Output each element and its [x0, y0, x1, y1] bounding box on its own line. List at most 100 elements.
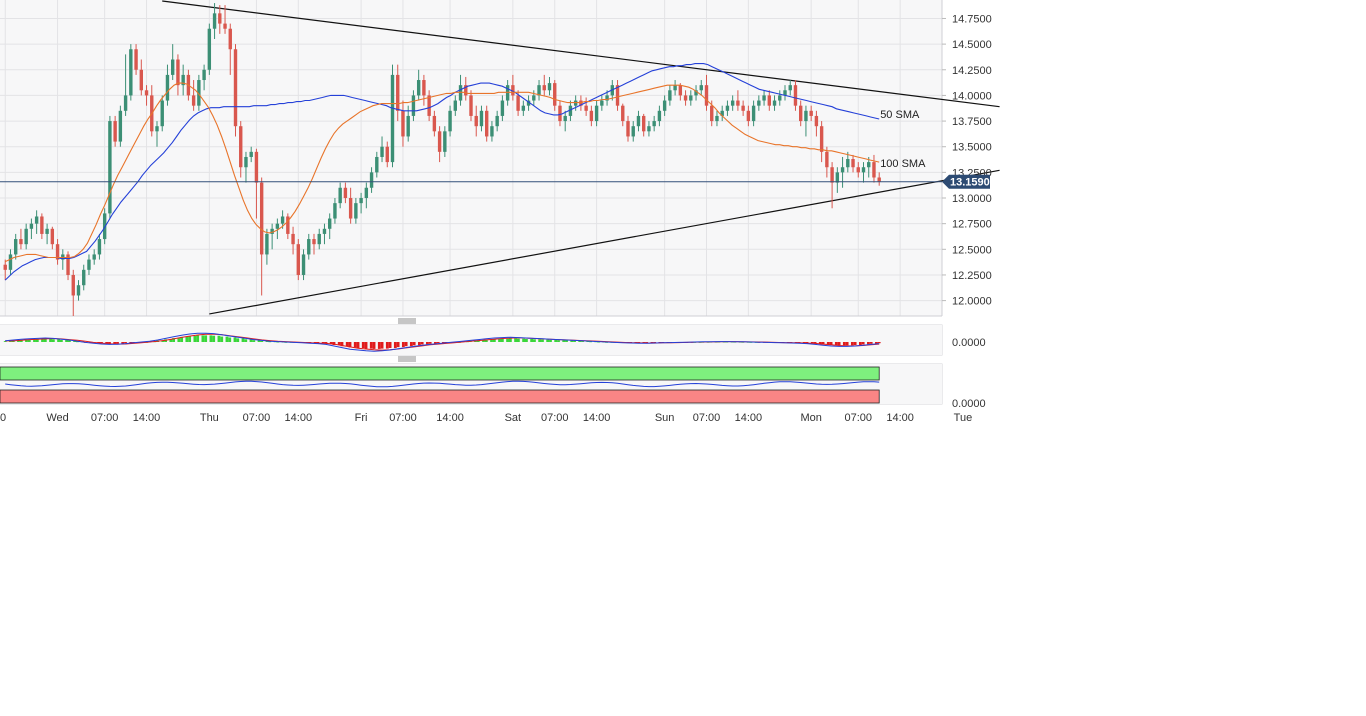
candle-body	[521, 105, 526, 111]
candle	[422, 74, 426, 106]
candle	[416, 69, 421, 101]
candle	[202, 64, 206, 91]
histogram-bar	[877, 342, 881, 344]
histogram-bar	[866, 342, 870, 345]
histogram-bar	[43, 339, 47, 342]
histogram-bar	[826, 342, 830, 345]
candle-body	[861, 167, 866, 173]
histogram-bar	[33, 339, 36, 342]
candle	[312, 233, 316, 255]
candle-body	[343, 187, 348, 199]
candle	[254, 148, 259, 219]
candle	[846, 151, 850, 173]
candle	[521, 100, 526, 116]
candle-body	[772, 100, 777, 106]
histogram-bar	[329, 342, 333, 344]
histogram-bar	[565, 340, 568, 342]
candle	[736, 90, 740, 111]
candle-body	[108, 121, 112, 214]
candle	[872, 154, 876, 183]
histogram-bar	[393, 342, 397, 348]
histogram-bar	[236, 338, 240, 342]
candle-body	[244, 156, 248, 168]
histogram-bar	[516, 338, 520, 342]
candle	[652, 115, 656, 132]
candle-body	[427, 95, 431, 116]
candle-body	[102, 213, 107, 240]
candle-body	[594, 105, 599, 122]
candle	[547, 76, 552, 96]
time-tick-label: 14:00	[886, 412, 914, 424]
candle	[537, 80, 541, 101]
histogram-bar	[530, 339, 534, 342]
candle	[34, 210, 39, 234]
candle	[730, 95, 735, 111]
candle	[840, 156, 845, 188]
histogram-bar	[244, 339, 248, 342]
histogram-bar	[412, 342, 416, 346]
time-tick-label: 14:00	[583, 412, 611, 424]
histogram-bar	[650, 342, 654, 343]
time-tick-label: 14:00	[285, 412, 313, 424]
candle	[474, 105, 478, 137]
candle-body	[673, 85, 677, 91]
candle-body	[118, 110, 123, 142]
time-tick-label: 07:00	[243, 412, 271, 424]
histogram-bar	[377, 342, 381, 349]
candle-body	[406, 115, 410, 137]
price-tick-label: 12.2500	[952, 270, 992, 282]
candle	[741, 100, 745, 116]
price-tick-label: 13.5000	[952, 142, 992, 154]
candle	[265, 228, 269, 265]
histogram-bar	[121, 342, 125, 344]
candle-body	[286, 216, 290, 234]
histogram-bar	[653, 342, 657, 343]
candle	[725, 100, 730, 116]
candle	[359, 192, 363, 214]
candle-body	[29, 223, 34, 229]
candle-body	[490, 126, 494, 137]
histogram-bar	[642, 342, 646, 343]
histogram-bar	[388, 342, 392, 348]
histogram-bar	[356, 342, 360, 348]
histogram-bar	[396, 342, 400, 348]
candle	[406, 105, 410, 142]
candle	[327, 213, 332, 240]
candle-body	[537, 85, 541, 96]
candle-body	[662, 100, 667, 111]
histogram-bar	[409, 342, 413, 347]
candle	[704, 74, 709, 111]
rsi-overbought-band	[0, 366, 880, 381]
price-plot-background	[0, 0, 942, 316]
candle-body	[317, 233, 321, 245]
histogram-bar	[316, 342, 320, 344]
histogram-bar	[805, 342, 809, 344]
candle	[144, 85, 149, 106]
sma-line-1	[4, 82, 880, 263]
candle-body	[76, 285, 81, 296]
candles-group	[3, 3, 881, 316]
histogram-bar	[353, 342, 357, 348]
candle-body	[736, 100, 740, 106]
candle-body	[725, 105, 730, 111]
time-tick-label: Sun	[655, 412, 675, 424]
histogram-bar	[562, 340, 566, 342]
histogram-bar	[313, 342, 317, 343]
candle	[867, 156, 871, 178]
candle-body	[401, 110, 405, 137]
candle-body	[348, 198, 353, 219]
histogram-bar	[345, 342, 349, 347]
candle	[505, 80, 510, 106]
candle-body	[50, 228, 55, 245]
candle-body	[24, 228, 28, 245]
candle-body	[730, 100, 735, 106]
histogram-bar	[337, 342, 341, 345]
candle-body	[233, 49, 238, 127]
candle-body	[422, 80, 426, 96]
candle	[819, 121, 824, 163]
histogram-bar	[172, 338, 176, 342]
candle-body	[307, 239, 311, 255]
candle	[568, 100, 573, 122]
